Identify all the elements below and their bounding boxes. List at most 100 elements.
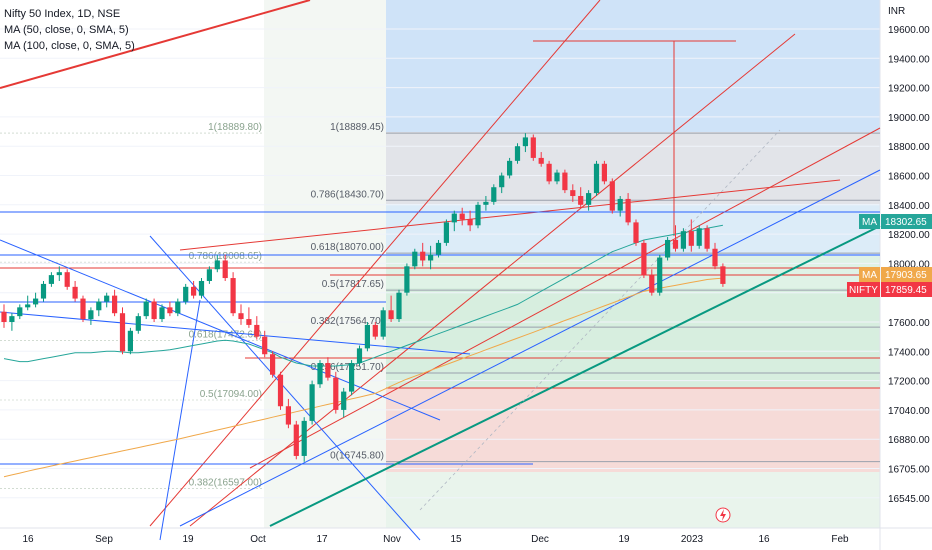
candle-36 bbox=[285, 398, 291, 429]
candle-13 bbox=[104, 292, 110, 308]
candle-body bbox=[586, 193, 592, 205]
candle-body bbox=[530, 137, 536, 158]
time-tick-11: Feb bbox=[831, 534, 849, 545]
candle-body bbox=[104, 295, 110, 302]
candle-27 bbox=[214, 254, 220, 273]
fib-label-5: 0.236(17251.70) bbox=[311, 362, 384, 373]
time-tick-4: 17 bbox=[316, 534, 328, 545]
candle-body bbox=[356, 348, 363, 364]
candle-body bbox=[696, 228, 702, 246]
candle-30 bbox=[238, 304, 244, 325]
candle-31 bbox=[246, 307, 252, 328]
candle-18 bbox=[143, 298, 149, 320]
candle-body bbox=[593, 163, 600, 194]
candle-body bbox=[88, 310, 94, 320]
candle-9 bbox=[72, 280, 78, 302]
symbol-title[interactable]: Nifty 50 Index, 1D, NSE bbox=[4, 8, 121, 20]
candle-11 bbox=[88, 307, 94, 325]
fib-label-0: 1(18889.45) bbox=[330, 122, 384, 133]
time-axis[interactable]: 16 Sep 19 Oct 17 Nov 15 Dec 19 2023 16 Feb bbox=[22, 507, 849, 545]
fibonacci-levels: 1(18889.45) 0.786(18430.70) 0.618(18070.00… bbox=[0, 122, 880, 489]
ma100-line bbox=[3, 277, 723, 478]
candle-25 bbox=[198, 278, 205, 299]
ma50-legend[interactable]: MA (50, close, 0, SMA, 5) bbox=[4, 24, 129, 36]
time-tick-0: 16 bbox=[22, 534, 34, 545]
candle-body bbox=[119, 313, 126, 352]
blue-down-line bbox=[0, 311, 471, 355]
candle-body bbox=[712, 248, 718, 267]
price-labels: MA 18302.65 MA 17903.65 NIFTY 17859.45 bbox=[847, 214, 932, 297]
candle-26 bbox=[206, 266, 212, 284]
candle-body bbox=[1, 311, 7, 322]
candle-body bbox=[688, 231, 694, 246]
candle-body bbox=[285, 406, 291, 425]
candle-body bbox=[40, 283, 47, 299]
candle-8 bbox=[64, 269, 70, 290]
candle-body bbox=[499, 175, 505, 188]
candle-body bbox=[151, 301, 157, 320]
candle-body bbox=[554, 172, 560, 182]
candle-body bbox=[214, 260, 220, 270]
price-tick-4: 18800.00 bbox=[888, 142, 930, 153]
event-marker-icon bbox=[715, 507, 731, 523]
candle-body bbox=[396, 292, 402, 320]
price-tick-10: 17600.00 bbox=[888, 318, 930, 329]
trend-lines bbox=[0, 0, 881, 541]
candle-75 bbox=[593, 160, 600, 197]
candle-body bbox=[507, 160, 513, 176]
candle-42 bbox=[333, 371, 339, 414]
candle-40 bbox=[317, 360, 323, 388]
candle-body bbox=[601, 163, 607, 182]
candle-35 bbox=[277, 371, 284, 410]
candle-body bbox=[262, 336, 268, 355]
candle-body bbox=[135, 316, 141, 331]
candle-5 bbox=[40, 280, 47, 302]
currency-label: INR bbox=[888, 6, 905, 17]
blue-diag-3 bbox=[159, 299, 201, 541]
candle-body bbox=[198, 280, 205, 296]
fib-zone-382 bbox=[386, 288, 880, 388]
price-tick-0: 19600.00 bbox=[888, 25, 930, 36]
price-tick-8: 18000.00 bbox=[888, 259, 930, 270]
time-tick-9: 2023 bbox=[681, 534, 704, 545]
candle-41 bbox=[325, 357, 331, 381]
moving-averages bbox=[3, 224, 723, 478]
candle-46 bbox=[364, 322, 370, 352]
candle-3 bbox=[25, 295, 31, 311]
candle-28 bbox=[222, 254, 228, 281]
blue-diag-2 bbox=[149, 235, 421, 541]
candle-90 bbox=[712, 242, 718, 270]
candle-20 bbox=[159, 304, 165, 322]
candle-4 bbox=[33, 292, 39, 308]
candle-12 bbox=[96, 298, 102, 317]
time-tick-8: 19 bbox=[618, 534, 630, 545]
candle-55 bbox=[435, 239, 442, 258]
candle-body bbox=[459, 213, 465, 220]
red-channel-2 bbox=[189, 33, 796, 527]
candle-body bbox=[372, 324, 378, 337]
candle-29 bbox=[230, 272, 236, 317]
price-axis[interactable]: INR 19600.00 19400.00 19200.00 19000.00 18800… bbox=[888, 6, 930, 505]
candle-83 bbox=[657, 254, 663, 296]
red-channel-3 bbox=[249, 127, 881, 469]
candle-56 bbox=[443, 219, 449, 246]
candle-body bbox=[522, 137, 528, 147]
candle-81 bbox=[641, 239, 647, 279]
price-tick-12: 17200.00 bbox=[888, 377, 930, 388]
ma100-legend[interactable]: MA (100, close, 0, SMA, 5) bbox=[4, 40, 135, 52]
candle-73 bbox=[578, 187, 584, 208]
candle-body bbox=[514, 146, 521, 161]
candle-58 bbox=[459, 207, 465, 226]
candle-body bbox=[64, 272, 70, 287]
price-tag-key: MA bbox=[862, 270, 877, 281]
candle-body bbox=[246, 319, 252, 325]
candle-body bbox=[657, 257, 663, 293]
candle-body bbox=[451, 213, 457, 223]
candle-22 bbox=[175, 298, 181, 317]
fib-label-1: 0.786(18430.70) bbox=[311, 189, 384, 200]
price-tag-key: MA bbox=[862, 217, 877, 228]
candle-body bbox=[112, 295, 118, 314]
blue-diag-1 bbox=[0, 239, 441, 421]
